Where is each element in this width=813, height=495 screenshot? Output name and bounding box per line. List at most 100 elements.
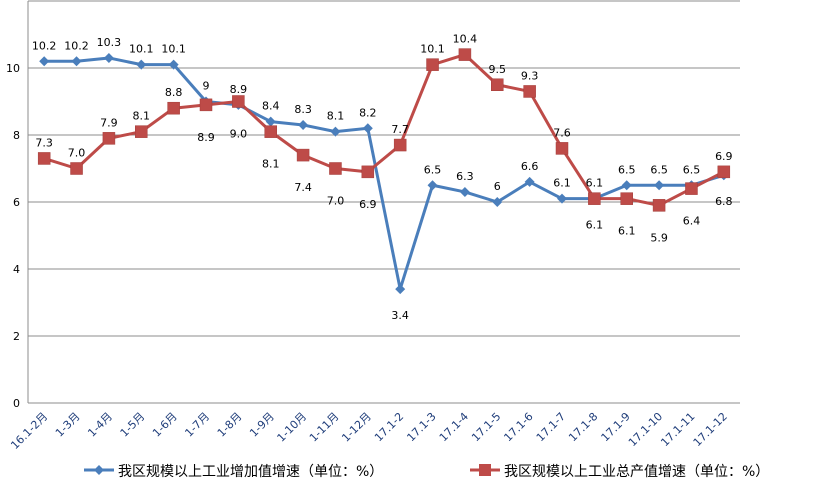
data-label: 8.9 <box>230 83 248 96</box>
data-label: 6.1 <box>586 177 604 190</box>
y-tick-label: 2 <box>13 330 20 343</box>
data-label: 8.9 <box>197 131 215 144</box>
x-tick-label: 17.1-5 <box>469 410 503 444</box>
data-label: 7.4 <box>294 181 312 194</box>
data-label: 8.3 <box>294 103 312 116</box>
data-label: 7.6 <box>553 126 571 139</box>
data-point <box>103 52 114 63</box>
data-point <box>167 101 180 115</box>
data-label: 6.1 <box>618 225 636 238</box>
data-label: 6 <box>494 180 501 193</box>
data-label: 10.1 <box>129 43 154 56</box>
data-point <box>523 85 536 98</box>
x-tick-label: 1-11月 <box>307 410 342 445</box>
data-label: 6.4 <box>683 215 701 228</box>
x-tick-label: 1-12月 <box>339 410 374 445</box>
data-label: 10.2 <box>32 39 57 52</box>
data-label: 6.6 <box>521 160 539 173</box>
data-label: 6.1 <box>553 177 571 190</box>
x-tick-label: 1-6月 <box>150 410 180 440</box>
data-point <box>491 78 504 91</box>
data-label: 9 <box>203 80 210 93</box>
x-tick-label: 1-5月 <box>118 410 148 440</box>
x-tick-label: 17.1-8 <box>566 410 600 444</box>
data-point <box>395 284 406 295</box>
data-point <box>70 162 83 175</box>
data-point <box>524 176 535 187</box>
x-tick-label: 17.1-11 <box>658 410 697 449</box>
data-point <box>426 58 439 71</box>
data-label: 10.1 <box>420 43 445 56</box>
legend-item-industrial-value-added: 我区规模以上工业增加值增速（单位：%） <box>84 464 383 480</box>
data-label: 6.5 <box>424 163 442 176</box>
legend-item-industrial-output: 我区规模以上工业总产值增速（单位：%） <box>470 464 769 480</box>
data-point <box>557 193 567 204</box>
x-tick-label: 1-9月 <box>247 410 277 440</box>
data-label: 10.1 <box>161 43 186 56</box>
series-output <box>37 48 731 212</box>
data-point <box>329 162 342 175</box>
data-label: 7.3 <box>35 136 53 149</box>
x-tick-label: 1-10月 <box>275 410 310 445</box>
data-label: 3.4 <box>391 309 409 322</box>
x-tick-label: 1-7月 <box>182 410 212 440</box>
data-point <box>652 199 666 212</box>
data-label: 8.1 <box>262 158 280 171</box>
y-tick-label: 10 <box>6 62 20 75</box>
data-label: 8.1 <box>133 110 151 123</box>
data-label: 6.8 <box>715 195 733 208</box>
x-tick-label: 17.1-6 <box>501 410 535 444</box>
data-label: 9.0 <box>230 128 248 141</box>
data-point <box>168 59 179 70</box>
square-marker-icon <box>479 464 491 476</box>
data-label: 6.1 <box>586 219 604 232</box>
data-point <box>264 125 277 138</box>
data-point <box>458 48 472 61</box>
data-labels: 10.2 10.2 10.3 10.1 10.1 9 8.9 8.4 8.3 8.1 8.2 3.4 6… <box>32 33 733 323</box>
data-point <box>459 186 470 197</box>
series-group <box>37 48 731 295</box>
data-point <box>296 148 310 162</box>
data-point <box>330 126 341 137</box>
data-point <box>654 180 665 191</box>
y-axis-ticks: 0 2 4 6 8 10 <box>6 62 20 410</box>
legend-label: 我区规模以上工业增加值增速（单位：%） <box>118 464 383 480</box>
y-tick-label: 0 <box>13 397 20 410</box>
x-axis-ticks: 16.1-2月 1-3月 1-4月 1-5月 1-6月 1-7月 1-8月 1-9月1-10月… <box>8 410 730 452</box>
data-label: 9.5 <box>489 63 507 76</box>
data-label: 6.5 <box>618 163 636 176</box>
y-tick-label: 4 <box>13 263 20 276</box>
data-point <box>71 56 82 67</box>
data-label: 6.3 <box>456 170 474 183</box>
data-label: 10.4 <box>453 33 478 46</box>
data-label: 8.2 <box>359 106 377 119</box>
data-label: 10.2 <box>64 39 89 52</box>
data-label: 8.1 <box>327 110 345 123</box>
data-point <box>298 119 309 130</box>
data-point <box>361 165 375 179</box>
data-label: 9.3 <box>521 69 539 82</box>
data-label: 5.9 <box>650 231 668 244</box>
x-tick-label: 1-4月 <box>85 410 115 440</box>
series-line <box>44 56 725 291</box>
data-point <box>37 152 51 165</box>
x-tick-label: 17.1-4 <box>437 410 471 444</box>
data-point <box>621 180 632 191</box>
x-tick-label: 17.1-12 <box>691 410 730 449</box>
data-point <box>135 125 148 138</box>
series-line <box>43 53 725 207</box>
data-point <box>685 182 698 195</box>
data-label: 6.5 <box>683 163 701 176</box>
data-point <box>102 132 116 145</box>
y-tick-label: 6 <box>13 196 20 209</box>
data-point <box>588 192 601 205</box>
data-label: 8.4 <box>262 100 280 113</box>
data-point <box>362 123 373 134</box>
data-label: 8.8 <box>165 86 183 99</box>
data-label: 6.9 <box>359 198 377 211</box>
data-point <box>717 165 731 179</box>
data-point <box>232 95 245 108</box>
x-tick-label: 16.1-2月 <box>8 410 50 452</box>
data-label: 7.0 <box>68 147 86 160</box>
